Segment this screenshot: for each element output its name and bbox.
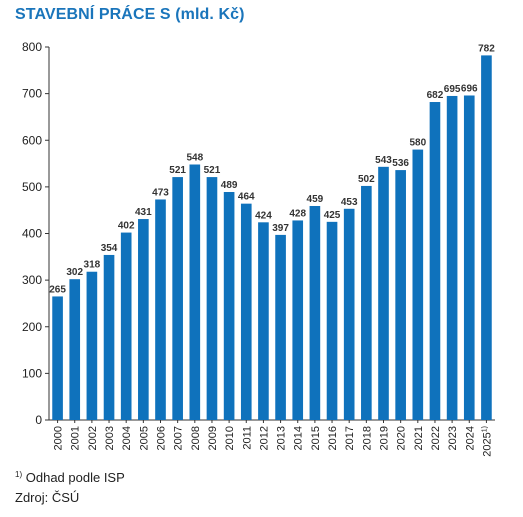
bar-2008 — [189, 164, 201, 420]
x-tick-label-2007: 2007 — [173, 426, 185, 450]
bar-2014 — [292, 220, 304, 420]
x-tick-label-2017: 2017 — [344, 426, 356, 450]
bar-2006 — [155, 199, 166, 420]
y-tick-label: 200 — [22, 320, 42, 334]
bar-2021 — [412, 149, 424, 420]
x-tick-label-2021: 2021 — [413, 426, 425, 450]
bar-2022 — [429, 102, 441, 420]
x-tick-label-2000: 2000 — [53, 426, 65, 450]
y-tick-label: 500 — [22, 180, 42, 194]
x-tick-label-2001: 2001 — [70, 426, 82, 450]
value-label-2006: 473 — [152, 187, 169, 198]
x-tick-label-2019: 2019 — [379, 426, 391, 450]
bar-2025 — [481, 55, 492, 421]
y-tick-label: 700 — [22, 87, 42, 101]
chart-title: STAVEBNÍ PRÁCE S (mld. Kč) — [15, 6, 245, 23]
y-tick-label: 800 — [22, 40, 42, 54]
value-label-2012: 424 — [255, 210, 272, 221]
y-tick-label: 400 — [22, 227, 42, 241]
value-label-2018: 502 — [358, 174, 375, 185]
x-tick-label-2023: 2023 — [447, 426, 459, 450]
value-label-2022: 682 — [427, 90, 444, 101]
value-label-2014: 428 — [289, 208, 306, 219]
x-tick-label-2004: 2004 — [121, 426, 133, 450]
value-label-2001: 302 — [66, 267, 83, 278]
footnote-text: Odhad podle ISP — [25, 470, 125, 485]
bar-2001 — [69, 279, 81, 420]
bar-2024 — [463, 95, 475, 421]
bar-2012 — [258, 222, 269, 420]
value-label-2004: 402 — [118, 221, 135, 232]
bar-2007 — [172, 177, 183, 420]
value-label-2011: 464 — [238, 192, 255, 203]
bar-2016 — [326, 221, 338, 420]
bar-2018 — [361, 185, 372, 420]
value-label-2005: 431 — [135, 207, 152, 218]
y-tick-label: 100 — [22, 366, 42, 380]
x-tick-label-2013: 2013 — [276, 426, 288, 450]
x-tick-label-2022: 2022 — [430, 426, 442, 450]
bar-2023 — [446, 95, 458, 421]
bar-2005 — [138, 219, 149, 420]
value-label-2015: 459 — [307, 194, 324, 205]
x-tick-label-2020: 2020 — [396, 426, 408, 450]
x-tick-label-2012: 2012 — [258, 426, 270, 450]
value-label-2010: 489 — [221, 180, 238, 191]
x-tick-label-2006: 2006 — [156, 426, 168, 450]
bar-2004 — [120, 232, 132, 420]
source-note: Zdroj: ČSÚ — [15, 490, 80, 505]
value-label-2021: 580 — [409, 138, 426, 149]
value-label-2008: 548 — [186, 152, 203, 163]
value-label-2000: 265 — [49, 284, 66, 295]
x-tick-label-2015: 2015 — [310, 426, 322, 450]
value-label-2017: 453 — [341, 197, 358, 208]
bar-2020 — [395, 170, 406, 420]
bar-2003 — [103, 254, 115, 420]
value-label-2013: 397 — [272, 223, 289, 234]
value-label-2009: 521 — [204, 165, 221, 176]
x-tick-label-2024: 2024 — [464, 426, 476, 450]
x-tick-label-2002: 2002 — [87, 426, 99, 450]
bar-2002 — [86, 271, 98, 420]
bar-2011 — [240, 203, 252, 420]
value-label-2020: 536 — [392, 158, 409, 169]
value-label-2002: 318 — [84, 260, 101, 271]
bar-2013 — [275, 234, 286, 420]
x-tick-label-2010: 2010 — [224, 426, 236, 450]
y-tick-label: 0 — [35, 413, 42, 427]
value-label-2023: 695 — [444, 84, 461, 95]
bar-2015 — [309, 205, 321, 420]
bar-2019 — [378, 166, 389, 420]
value-label-2016: 425 — [324, 210, 341, 221]
x-tick-label-2003: 2003 — [104, 426, 116, 450]
y-tick-label: 600 — [22, 133, 42, 147]
value-label-2003: 354 — [101, 243, 118, 254]
bar-2017 — [343, 208, 355, 420]
x-tick-label-2016: 2016 — [327, 426, 339, 450]
x-tick-label-2009: 2009 — [207, 426, 219, 450]
y-tick-label: 300 — [22, 273, 42, 287]
x-tick-label-2008: 2008 — [190, 426, 202, 450]
value-label-2025: 782 — [478, 43, 495, 54]
x-tick-label-2018: 2018 — [361, 426, 373, 450]
x-tick-label-2014: 2014 — [293, 426, 305, 450]
x-tick-label-2025: 20251) — [481, 426, 493, 457]
x-tick-label-2011: 2011 — [241, 426, 253, 450]
bar-2010 — [223, 192, 235, 420]
footnote-marker: 1) — [15, 470, 23, 479]
value-label-2024: 696 — [461, 83, 478, 94]
bar-2009 — [206, 177, 218, 420]
footnote-estimate: 1) Odhad podle ISP — [15, 470, 125, 485]
x-tick-label-2005: 2005 — [138, 426, 150, 450]
value-label-2019: 543 — [375, 155, 392, 166]
bar-2000 — [52, 296, 63, 420]
value-label-2007: 521 — [169, 165, 186, 176]
